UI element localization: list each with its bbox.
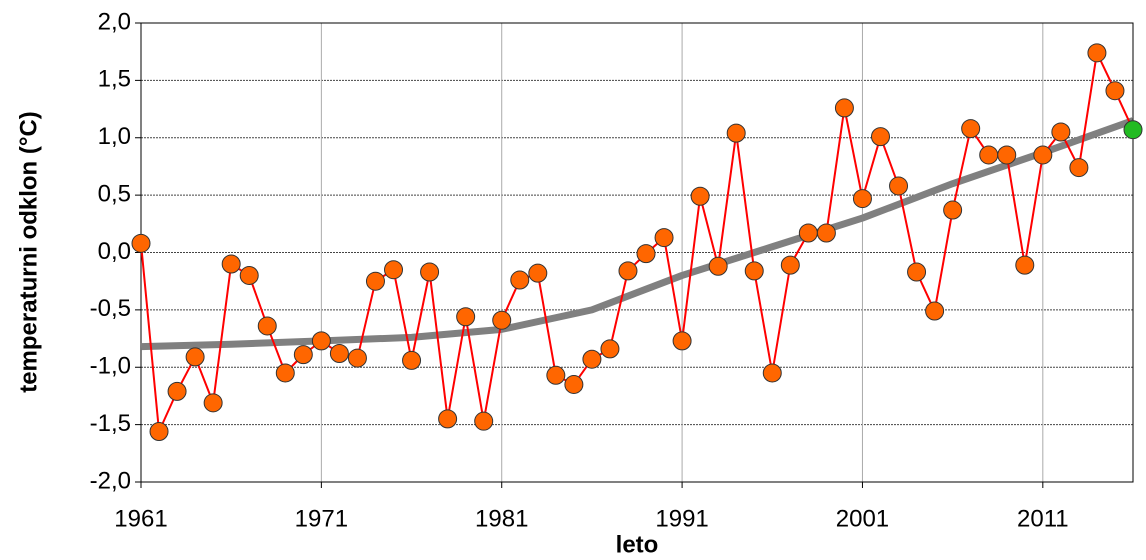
data-point — [546, 365, 566, 385]
x-tick-label: 1991 — [655, 505, 708, 532]
data-point — [402, 350, 422, 370]
data-point — [185, 347, 205, 367]
data-point — [564, 374, 584, 394]
data-point — [1087, 43, 1107, 63]
data-point — [672, 331, 692, 351]
data-point — [438, 409, 458, 429]
data-point — [870, 127, 890, 147]
data-point — [275, 363, 295, 383]
data-point — [600, 339, 620, 359]
data-point — [149, 422, 169, 442]
data-point — [1105, 81, 1125, 101]
data-point — [636, 244, 656, 264]
data-point — [293, 345, 313, 365]
data-point — [654, 228, 674, 248]
data-point — [221, 254, 241, 274]
data-point — [798, 223, 818, 243]
y-tick-label: -0,5 — [90, 295, 131, 322]
trend-line — [140, 117, 1135, 351]
data-point — [420, 262, 440, 282]
data-point — [492, 310, 512, 330]
data-point — [365, 271, 385, 291]
data-point — [943, 200, 963, 220]
data-point — [816, 223, 836, 243]
data-point — [239, 265, 259, 285]
data-point — [510, 270, 530, 290]
data-point — [780, 255, 800, 275]
data-point — [582, 349, 602, 369]
data-point — [257, 316, 277, 336]
data-point — [762, 363, 782, 383]
data-point — [979, 145, 999, 165]
y-tick-label: 1,0 — [98, 123, 131, 150]
data-point — [384, 260, 404, 280]
data-point — [1033, 145, 1053, 165]
y-tick-label: 0,5 — [98, 180, 131, 207]
data-point — [889, 176, 909, 196]
data-point — [203, 393, 223, 413]
data-point — [474, 411, 494, 431]
y-axis-title: temperaturni odklon (°C) — [15, 111, 42, 393]
y-tick-label: -2,0 — [90, 467, 131, 494]
data-point — [744, 261, 764, 281]
data-point — [925, 301, 945, 321]
data-point — [167, 381, 187, 401]
data-point — [852, 189, 872, 209]
x-tick-label: 2011 — [1017, 505, 1069, 532]
y-tick-label: 2,0 — [98, 8, 131, 35]
data-point — [907, 262, 927, 282]
y-tick-label: -1,5 — [90, 410, 131, 437]
data-point — [131, 233, 151, 253]
x-tick-label: 1981 — [475, 505, 528, 532]
data-point — [347, 348, 367, 368]
x-axis-title: leto — [616, 531, 659, 558]
y-tick-label: 0,0 — [98, 238, 131, 265]
y-tick-label: -1,0 — [90, 353, 131, 380]
x-tick-label: 1961 — [114, 505, 167, 532]
data-point — [834, 98, 854, 118]
data-point — [726, 123, 746, 143]
y-tick-label: 1,5 — [98, 66, 131, 93]
data-point — [708, 256, 728, 276]
data-point — [618, 261, 638, 281]
data-point — [456, 307, 476, 327]
data-point — [961, 119, 981, 139]
x-tick-label: 2001 — [836, 505, 889, 532]
data-point — [311, 331, 331, 351]
data-point — [1015, 255, 1035, 275]
data-point — [1123, 120, 1143, 140]
data-point — [997, 145, 1017, 165]
x-tick-label: 1971 — [295, 505, 348, 532]
data-point — [690, 186, 710, 206]
data-point — [528, 263, 548, 283]
data-point — [1051, 122, 1071, 142]
data-point — [329, 343, 349, 363]
data-point — [1069, 158, 1089, 178]
